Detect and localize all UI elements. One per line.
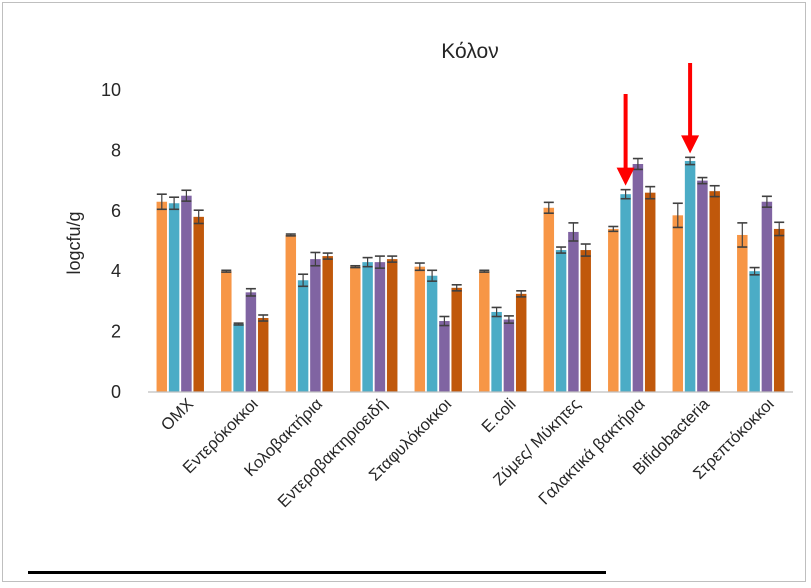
bars-group — [156, 160, 785, 392]
bar — [257, 318, 269, 392]
bar — [156, 201, 168, 392]
bar — [761, 201, 773, 392]
bar — [297, 280, 309, 392]
bar — [684, 160, 696, 392]
bar — [503, 319, 515, 392]
bar — [479, 271, 490, 392]
x-tick-label: Γαλακτικά βακτήρια — [535, 395, 649, 509]
bar — [620, 194, 631, 392]
bar — [543, 207, 555, 392]
x-tick-label: Εντεροβακτηριοειδή — [274, 395, 390, 511]
y-tick-label: 6 — [111, 201, 121, 221]
bar — [193, 216, 204, 392]
y-tick-label: 10 — [101, 80, 121, 100]
bar — [451, 287, 462, 392]
bar — [221, 271, 232, 392]
bar — [632, 163, 644, 392]
bar — [568, 231, 579, 392]
bar — [168, 203, 180, 392]
bar — [362, 262, 373, 392]
bar — [374, 262, 386, 392]
bar — [386, 259, 398, 392]
arrow-head — [681, 135, 700, 154]
annotation-arrows — [616, 63, 700, 186]
bar — [285, 234, 297, 392]
y-tick-label: 8 — [111, 140, 121, 160]
bar — [515, 293, 527, 392]
x-tick-label: ΟΜΧ — [158, 395, 197, 434]
chart-frame: Κόλον logcfu/g 0 2 4 6 8 10 ΟΜΧ Εντερόκοκκοι Κο… — [2, 2, 806, 582]
y-tick-label: 2 — [111, 322, 121, 342]
x-axis-tick-labels: ΟΜΧΕντερόκοκκοιΚολοβακτήριαΕντεροβακτηρι… — [158, 395, 778, 512]
bar — [608, 228, 619, 392]
bar — [439, 321, 450, 392]
y-axis-ticks: 0 2 4 6 8 10 — [101, 80, 121, 402]
bar — [737, 234, 748, 392]
bottom-rule — [28, 571, 606, 574]
y-tick-label: 0 — [111, 382, 121, 402]
bar — [555, 250, 567, 392]
arrow-head — [616, 167, 635, 186]
bar — [310, 259, 321, 392]
bar — [709, 191, 720, 392]
bar — [773, 228, 785, 392]
bar — [414, 266, 426, 392]
bar — [644, 192, 656, 392]
bar — [350, 266, 361, 392]
bar — [233, 324, 244, 392]
bar — [245, 292, 257, 392]
error-bars-group — [156, 156, 785, 327]
x-tick-label: E.coli — [478, 395, 519, 436]
bar — [322, 256, 333, 392]
bar — [672, 215, 684, 392]
bar — [181, 195, 192, 392]
y-tick-label: 4 — [111, 261, 121, 281]
bar — [491, 311, 502, 392]
chart-title: Κόλον — [441, 40, 498, 63]
bar-chart: Κόλον logcfu/g 0 2 4 6 8 10 ΟΜΧΕντερόκοκκοιΚο… — [64, 40, 793, 512]
bar — [749, 271, 760, 392]
bar — [580, 250, 591, 392]
bar — [426, 275, 438, 392]
y-axis-label: logcfu/g — [64, 211, 84, 274]
bar — [697, 180, 708, 392]
